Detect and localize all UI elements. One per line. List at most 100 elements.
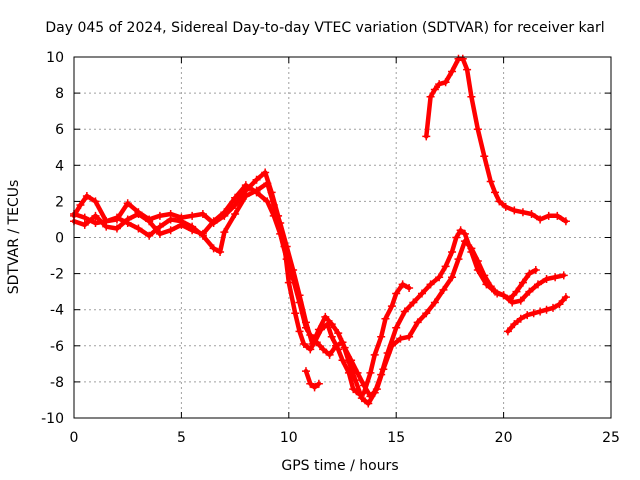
data-point: [467, 92, 476, 101]
data-point: [422, 309, 431, 318]
x-tick-label: 20: [495, 430, 513, 446]
data-point: [241, 181, 250, 190]
data-point: [372, 385, 381, 394]
data-point: [276, 219, 285, 228]
data-point: [91, 197, 100, 206]
data-point: [289, 265, 298, 274]
data-point: [441, 262, 450, 271]
data-point: [209, 217, 218, 226]
data-point: [123, 219, 132, 228]
data-point: [155, 211, 164, 220]
data-point: [460, 237, 469, 246]
x-tick-label: 5: [177, 430, 186, 446]
data-point: [491, 188, 500, 197]
data-point: [263, 197, 272, 206]
data-point: [463, 65, 472, 74]
data-point: [155, 229, 164, 238]
data-point: [301, 367, 310, 376]
data-point: [134, 210, 143, 219]
data-point: [458, 54, 467, 63]
y-tick-label: 0: [55, 231, 64, 247]
data-point: [351, 376, 360, 385]
data-point: [299, 339, 308, 348]
data-point: [405, 284, 414, 293]
x-tick-label: 25: [602, 430, 620, 446]
data-point: [306, 379, 315, 388]
data-point: [321, 312, 330, 321]
data-point: [349, 385, 358, 394]
data-point: [467, 244, 476, 253]
data-point: [516, 296, 525, 305]
data-point: [301, 318, 310, 327]
data-point: [435, 80, 444, 89]
data-point: [209, 244, 218, 253]
data-point: [177, 217, 186, 226]
data-point: [314, 379, 323, 388]
data-point: [422, 132, 431, 141]
data-point: [357, 394, 366, 403]
x-tick-label: 0: [70, 430, 79, 446]
data-point: [353, 368, 362, 377]
data-point: [480, 271, 489, 280]
data-point: [542, 275, 551, 284]
data-point: [332, 341, 341, 350]
data-point: [370, 350, 379, 359]
data-point: [536, 215, 545, 224]
data-point: [512, 287, 521, 296]
y-tick-label: -6: [50, 339, 64, 355]
data-point: [319, 345, 328, 354]
data-point: [308, 339, 317, 348]
data-point: [499, 291, 508, 300]
data-point: [518, 208, 527, 217]
data-point: [430, 85, 439, 94]
data-point: [123, 199, 132, 208]
data-point: [216, 247, 225, 256]
data-point: [510, 206, 519, 215]
data-point: [263, 179, 272, 188]
data-point: [295, 327, 304, 336]
series-track-1: [422, 54, 570, 226]
data-point: [441, 78, 450, 87]
data-point: [503, 327, 512, 336]
data-point: [409, 298, 418, 307]
data-point: [544, 211, 553, 220]
data-point: [112, 224, 121, 233]
data-point: [340, 343, 349, 352]
data-point: [536, 307, 545, 316]
data-point: [486, 282, 495, 291]
data-point: [448, 67, 457, 76]
data-point: [529, 309, 538, 318]
data-point: [366, 392, 375, 401]
data-point: [486, 177, 495, 186]
series-track-5: [503, 293, 570, 336]
data-point: [188, 222, 197, 231]
data-point: [198, 231, 207, 240]
data-point: [76, 201, 85, 210]
data-point: [392, 323, 401, 332]
data-point: [398, 280, 407, 289]
data-point: [518, 278, 527, 287]
data-point: [155, 222, 164, 231]
y-tick-label: 4: [55, 158, 64, 174]
data-point: [102, 217, 111, 226]
data-point: [80, 213, 89, 222]
data-point: [291, 309, 300, 318]
data-point: [493, 289, 502, 298]
data-point: [166, 226, 175, 235]
data-point: [454, 255, 463, 264]
data-point: [269, 201, 278, 210]
data-point: [306, 345, 315, 354]
data-point: [334, 329, 343, 338]
x-tick-label: 10: [280, 430, 298, 446]
data-point: [473, 256, 482, 265]
data-point: [91, 219, 100, 228]
data-point: [359, 381, 368, 390]
y-tick-label: 10: [46, 50, 64, 66]
data-point: [553, 211, 562, 220]
data-point: [473, 125, 482, 134]
data-point: [231, 210, 240, 219]
data-point: [166, 215, 175, 224]
data-point: [561, 293, 570, 302]
x-axis-title: GPS time / hours: [281, 458, 398, 474]
data-point: [435, 273, 444, 282]
